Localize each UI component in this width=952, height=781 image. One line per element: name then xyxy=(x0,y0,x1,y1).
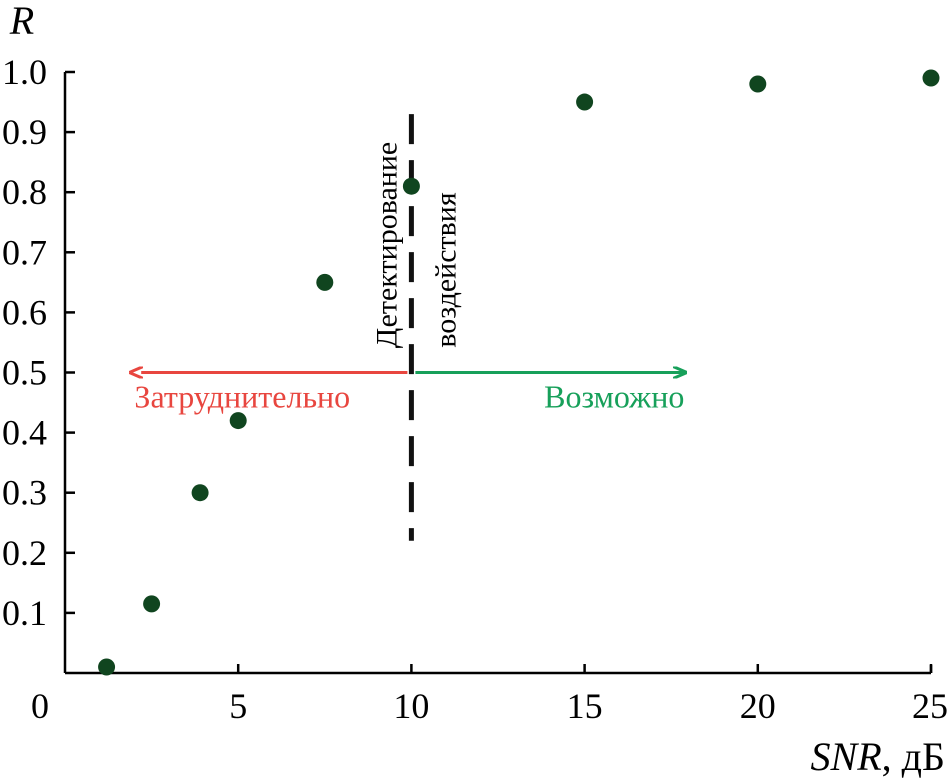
x-tick-label: 0 xyxy=(31,686,49,726)
possible-label: Возможно xyxy=(544,379,684,415)
data-points-group xyxy=(98,69,940,676)
data-point xyxy=(922,69,940,87)
y-tick-label: 0.2 xyxy=(2,533,47,573)
y-tick-label: 0.6 xyxy=(2,292,47,332)
y-tick-label: 0.5 xyxy=(2,353,47,393)
data-point xyxy=(98,658,116,676)
y-tick-label: 0.1 xyxy=(2,593,47,633)
y-tick-label: 0.7 xyxy=(2,232,47,272)
y-tick-label: 0.8 xyxy=(2,172,47,212)
threshold-label-line1: Детектирование xyxy=(370,142,403,348)
y-tick-label: 0.3 xyxy=(2,473,47,513)
data-point xyxy=(191,484,209,502)
data-point xyxy=(749,75,767,93)
x-axis-label-unit: , дБ xyxy=(882,734,945,779)
y-tick-label: 0.4 xyxy=(2,413,47,453)
x-tick-label: 10 xyxy=(393,686,429,726)
data-point xyxy=(402,177,420,195)
x-tick-label: 25 xyxy=(912,686,948,726)
y-axis-label: R xyxy=(9,0,34,43)
y-tick-label: 1.0 xyxy=(2,52,47,92)
x-tick-label: 20 xyxy=(740,686,776,726)
x-tick-label: 5 xyxy=(229,686,247,726)
y-ticks-group: 0.1 0.2 0.3 0.4 0.5 0.6 0.7 0.8 0.9 1.0 xyxy=(2,52,75,633)
data-point xyxy=(229,412,247,430)
x-axis-label-italic: SNR xyxy=(811,734,882,779)
data-point xyxy=(316,273,334,291)
x-axis-label: SNR, дБ xyxy=(811,734,945,779)
data-point xyxy=(576,93,594,111)
x-tick-label: 15 xyxy=(567,686,603,726)
difficult-label: Затруднительно xyxy=(134,379,350,415)
threshold-label-line2: воздействия xyxy=(429,192,462,348)
x-ticks-group: 0 5 10 15 20 25 xyxy=(31,664,948,726)
data-point xyxy=(143,595,161,613)
y-tick-label: 0.9 xyxy=(2,112,47,152)
